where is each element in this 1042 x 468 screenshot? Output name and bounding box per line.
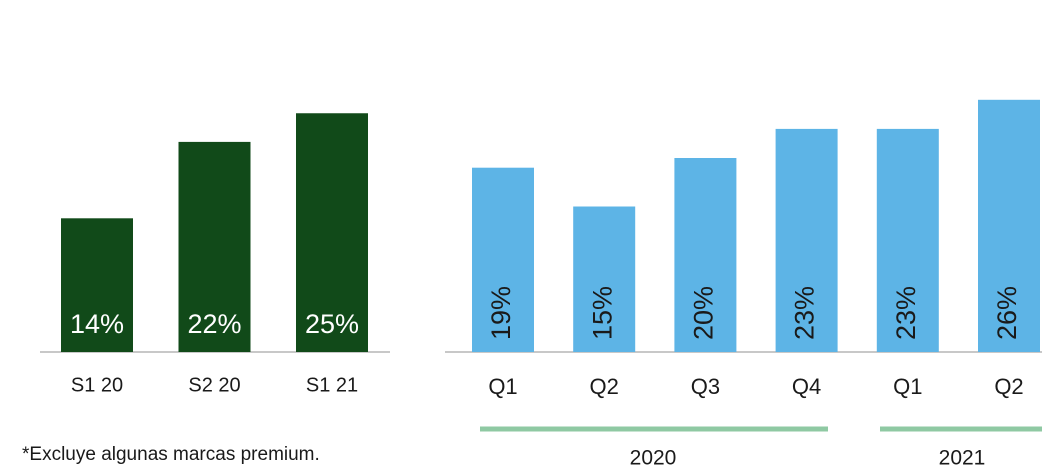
x-tick-label: Q1 [488, 374, 517, 399]
x-tick-label: S1 21 [306, 374, 358, 396]
bar [61, 218, 133, 352]
x-tick-label: Q3 [691, 374, 720, 399]
value-label: 14% [70, 309, 124, 339]
value-label: 20% [689, 286, 719, 340]
footnote: *Excluye algunas marcas premium. [22, 444, 320, 465]
value-label: 23% [790, 286, 820, 340]
bar [296, 113, 368, 352]
group-label: 2021 [939, 447, 986, 468]
bar [876, 128, 939, 352]
x-tick-label: Q4 [792, 374, 821, 399]
x-tick-label: Q2 [994, 374, 1023, 399]
x-tick-label: S2 20 [188, 374, 240, 396]
group-label: 2020 [630, 447, 677, 468]
value-label: 23% [891, 286, 921, 340]
bar [674, 158, 737, 352]
bar [472, 167, 534, 352]
value-label: 19% [486, 286, 516, 340]
value-label: 26% [992, 286, 1022, 340]
bar [978, 99, 1040, 352]
bar [573, 206, 636, 352]
value-label: 15% [587, 286, 617, 340]
x-tick-label: Q1 [893, 374, 922, 399]
value-label: 25% [305, 309, 359, 339]
x-tick-label: S1 20 [71, 374, 123, 396]
bar [775, 128, 838, 352]
value-label: 22% [187, 309, 241, 339]
x-tick-label: Q2 [590, 374, 619, 399]
bar [178, 141, 251, 352]
